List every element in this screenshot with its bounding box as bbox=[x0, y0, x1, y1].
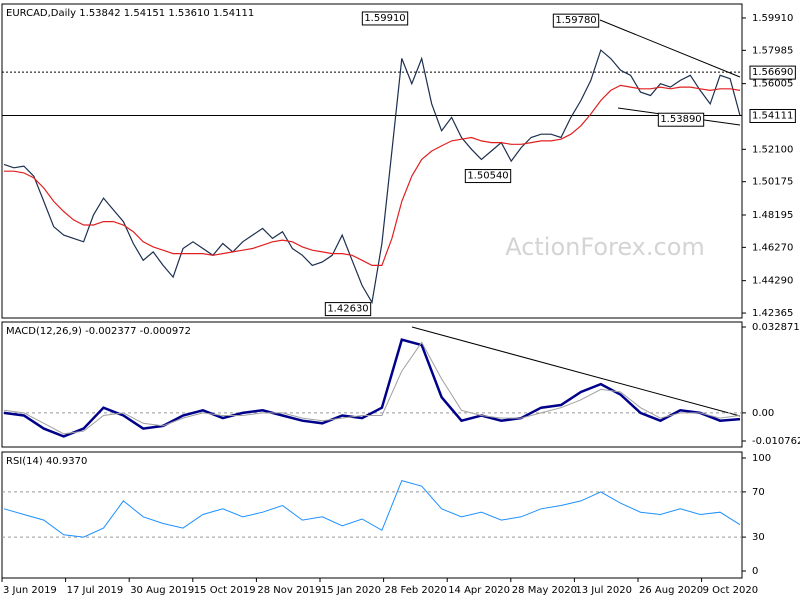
annotation: 1.53890 bbox=[660, 114, 701, 125]
x-tick-label: 28 May 2020 bbox=[512, 585, 577, 596]
series-line bbox=[3, 338, 741, 438]
trend-line bbox=[599, 19, 741, 78]
series-line bbox=[3, 479, 741, 538]
y-tick-label: 1.44290 bbox=[752, 276, 793, 287]
x-tick-label: 28 Nov 2019 bbox=[257, 585, 321, 596]
series-line bbox=[4, 84, 741, 266]
y-tick-label: 1.57985 bbox=[752, 45, 793, 56]
y-tick-label: 100 bbox=[752, 453, 771, 464]
x-tick-label: 3 Jun 2019 bbox=[3, 585, 57, 596]
annotation: 1.42630 bbox=[327, 304, 368, 315]
annotation-box bbox=[361, 11, 409, 26]
x-tick-label: 14 Apr 2020 bbox=[448, 585, 510, 596]
level-label-box bbox=[749, 108, 796, 123]
x-tick-label: 28 Feb 2020 bbox=[385, 585, 447, 596]
watermark: ActionForex.com bbox=[505, 233, 705, 261]
trend-line bbox=[411, 326, 741, 417]
y-tick-label: 30 bbox=[752, 532, 765, 543]
level-label: 1.56690 bbox=[752, 67, 793, 78]
annotation-box bbox=[464, 169, 512, 184]
x-tick-label: 15 Oct 2019 bbox=[194, 585, 256, 596]
series-line bbox=[3, 49, 741, 305]
annotation: 1.59910 bbox=[364, 13, 405, 24]
y-tick-label: 70 bbox=[752, 487, 765, 498]
x-tick-label: 15 Jan 2020 bbox=[321, 585, 381, 596]
x-tick-label: 17 Jul 2019 bbox=[67, 585, 124, 596]
x-tick-label: 13 Jul 2020 bbox=[575, 585, 632, 596]
y-tick-label: 1.52100 bbox=[752, 144, 793, 155]
title-bg bbox=[5, 456, 89, 467]
y-tick-label: 0.00 bbox=[752, 408, 774, 419]
level-label-box bbox=[749, 65, 796, 80]
y-tick-label: 0 bbox=[752, 566, 758, 577]
x-tick-label: 26 Aug 2020 bbox=[639, 585, 703, 596]
panel-title: EURCAD,Daily 1.53842 1.54151 1.53610 1.5… bbox=[6, 8, 254, 19]
y-tick-label: -0.010762 bbox=[752, 436, 800, 447]
annotation: 1.59780 bbox=[555, 15, 596, 26]
panel-frame bbox=[1, 321, 743, 448]
y-tick-label: 0.032871 bbox=[752, 322, 800, 333]
x-tick-label: 9 Oct 2020 bbox=[703, 585, 758, 596]
series-line bbox=[3, 341, 741, 435]
y-tick-label: 1.46270 bbox=[752, 242, 793, 253]
y-tick-label: 1.56005 bbox=[752, 79, 793, 90]
y-tick-label: 1.50175 bbox=[752, 177, 793, 188]
annotation-box bbox=[657, 112, 705, 127]
annotation: 1.50540 bbox=[467, 171, 508, 182]
y-tick-label: 1.42365 bbox=[752, 308, 793, 319]
level-label: 1.54111 bbox=[752, 110, 793, 121]
title-bg bbox=[5, 326, 192, 337]
x-tick-label: 30 Aug 2019 bbox=[130, 585, 194, 596]
panel-frame bbox=[1, 3, 743, 319]
y-tick-label: 1.59910 bbox=[752, 13, 793, 24]
panel-title: RSI(14) 40.9370 bbox=[6, 456, 87, 467]
title-bg bbox=[5, 8, 256, 19]
panel-title: MACD(12,26,9) -0.002377 -0.000972 bbox=[6, 326, 191, 337]
annotation-box bbox=[552, 13, 600, 28]
y-tick-label: 1.48195 bbox=[752, 210, 793, 221]
panel-frame bbox=[1, 451, 743, 579]
annotation-box bbox=[324, 302, 372, 317]
